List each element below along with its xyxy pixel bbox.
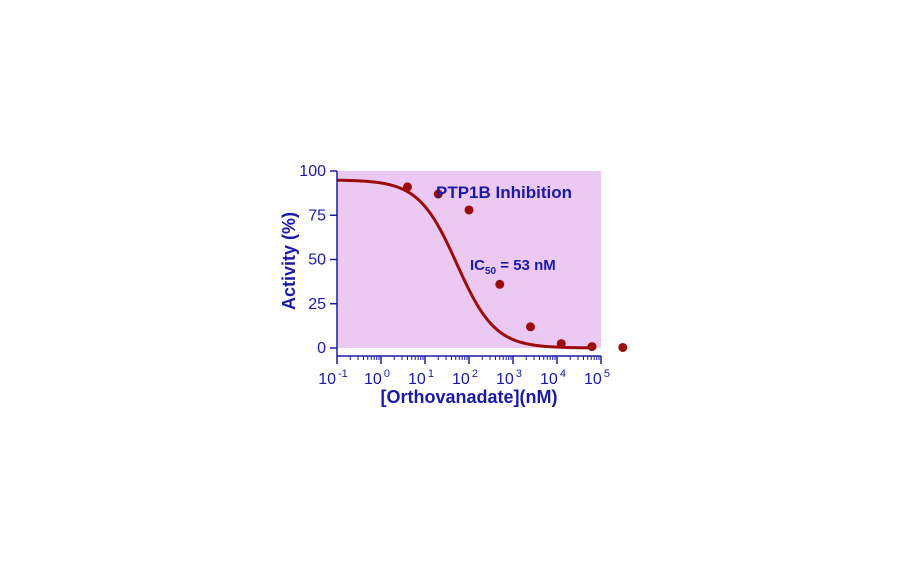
chart-title: PTP1B Inhibition [436, 183, 572, 202]
data-point [402, 182, 412, 192]
x-axis-title: [Orthovanadate](nM) [381, 387, 558, 407]
ic50-annotation: IC50 = 53 nM [470, 257, 556, 277]
data-point [464, 205, 474, 215]
y-tick-label: 25 [308, 296, 326, 313]
y-tick-label: 75 [308, 207, 326, 224]
x-tick-label: 10 0 [364, 368, 390, 388]
ic50-prefix: IC [470, 257, 485, 274]
data-point [618, 342, 628, 352]
y-axis-title: Activity (%) [279, 212, 299, 310]
ic50-subscript: 50 [485, 266, 497, 277]
axes: 0 25 50 75 100 10 -1 10 0 10 1 10 2 10 3 10 4 10 5 [299, 163, 610, 388]
x-tick-label: 10 1 [408, 368, 434, 388]
ic50-suffix: = 53 nM [496, 257, 556, 274]
data-point [526, 322, 536, 332]
y-tick-label: 0 [317, 340, 326, 357]
y-tick-label: 100 [299, 163, 326, 180]
x-tick-label: 10 3 [496, 368, 522, 388]
x-tick-label: 10 -1 [318, 368, 348, 388]
data-point [587, 342, 597, 352]
x-tick-label: 10 5 [584, 368, 610, 388]
data-point [433, 189, 443, 199]
plot-background [337, 171, 601, 348]
x-tick-label: 10 2 [452, 368, 478, 388]
fit-curve-layer [336, 178, 589, 350]
fit-curve [336, 178, 589, 350]
x-tick-label: 10 4 [540, 368, 566, 388]
data-point [556, 339, 566, 349]
data-points-layer [402, 182, 628, 352]
y-tick-label: 50 [308, 252, 326, 269]
data-point [495, 279, 505, 289]
